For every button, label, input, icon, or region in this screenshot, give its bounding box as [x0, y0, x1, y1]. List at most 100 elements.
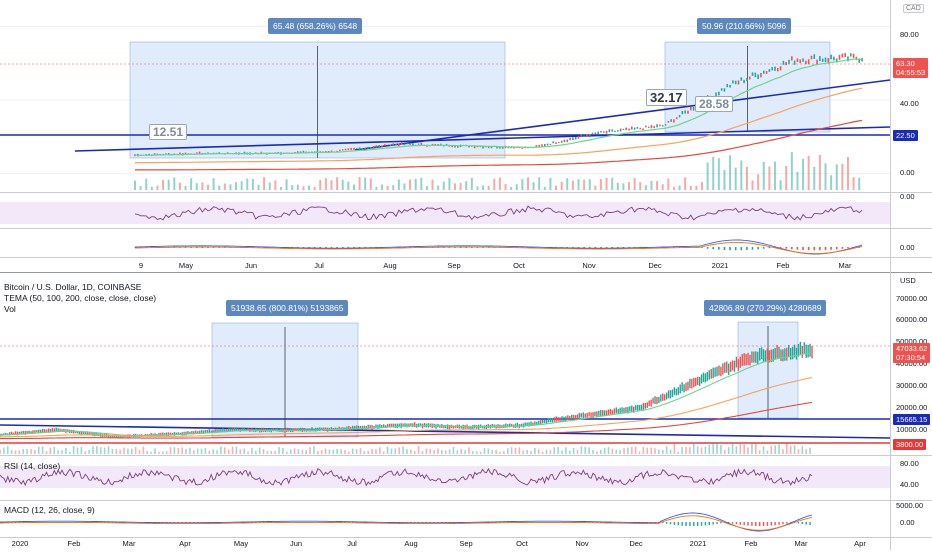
bottom-candle [625, 407, 627, 414]
bottom-time-axis-label: Mar [123, 539, 136, 548]
bottom-candle [551, 418, 554, 423]
bottom-macd-histogram-bar [677, 522, 679, 526]
top-candle [757, 74, 759, 79]
top-volume-bar [852, 177, 855, 190]
top-volume-bar [184, 185, 187, 190]
bottom-volume-bar [696, 446, 699, 454]
bottom-volume-bar [92, 446, 94, 454]
bottom-candle [311, 427, 313, 432]
bottom-candle [600, 409, 602, 417]
bottom-candle [507, 424, 509, 428]
bottom-countdown: 07:30:54 [896, 353, 926, 362]
top-candle [602, 131, 605, 133]
top-candle [852, 53, 855, 58]
bottom-candle [712, 367, 714, 379]
top-candle [254, 152, 257, 154]
top-candle [588, 134, 591, 138]
bottom-volume-bar [150, 451, 152, 454]
top-macd-histogram-bar [706, 247, 709, 249]
bottom-candle [733, 360, 736, 372]
bottom-macd-histogram-bar [681, 522, 683, 526]
bottom-tema-line [0, 401, 813, 440]
bottom-volume-bar [619, 450, 621, 454]
bottom-volume-bar [549, 450, 552, 454]
bottom-candle [84, 432, 86, 435]
bottom-candle [200, 430, 203, 434]
bottom-candle [423, 422, 426, 428]
bottom-volume-bar [355, 449, 358, 454]
price-note-3[interactable]: 28.58 [695, 96, 734, 112]
top-macd-histogram-bar [785, 247, 788, 249]
bottom-volume-bar [441, 450, 443, 454]
top-macd-histogram-bar [813, 247, 816, 251]
top-rsi-line [134, 205, 863, 221]
top-volume-bar [672, 186, 675, 190]
bottom-candle [700, 374, 703, 384]
top-candle [636, 126, 639, 129]
bottom-time-axis-label: Dec [629, 539, 643, 548]
bottom-candle [687, 381, 689, 391]
top-candle [364, 147, 366, 149]
bottom-macd-histogram-bar [774, 522, 776, 526]
bottom-candle [375, 424, 377, 429]
top-volume-bar [599, 179, 602, 190]
bottom-candle [656, 396, 658, 405]
bottom-candle [41, 428, 44, 433]
bottom-macd-histogram-bar [712, 522, 714, 525]
bottom-volume-bar [251, 447, 253, 454]
top-candle [398, 143, 400, 147]
bottom-candle [32, 430, 34, 435]
top-candle [361, 148, 364, 150]
bottom-candle [208, 429, 210, 434]
top-candle [597, 131, 599, 135]
bottom-candle [724, 362, 726, 374]
bottom-candle [121, 435, 123, 438]
price-note-1[interactable]: 12.51 [149, 124, 188, 140]
bottom-candle [605, 410, 608, 416]
top-volume-bar [347, 181, 350, 190]
bottom-volume-bar [739, 444, 742, 454]
bottom-indicator-label: TEMA (50, 100, 200, close, close, close) [4, 293, 157, 303]
currency-button[interactable]: CAD [903, 4, 924, 13]
bottom-volume-bar [599, 449, 602, 454]
bottom-candle [383, 424, 385, 428]
price-note-2[interactable]: 32.17 [646, 89, 687, 106]
bottom-candle [799, 341, 802, 356]
top-macd-histogram-bar [139, 247, 142, 248]
bottom-candle [675, 388, 678, 396]
bottom-macd-histogram-bar [355, 522, 358, 523]
bottom-candle [443, 424, 445, 429]
bottom-candle [559, 417, 561, 422]
top-volume-bar [858, 177, 861, 190]
bottom-candle [545, 419, 548, 424]
top-macd-histogram-bar [313, 247, 316, 248]
top-volume-bar [661, 184, 664, 190]
top-time-axis-label: 9 [139, 261, 143, 270]
bottom-volume-bar [789, 445, 792, 454]
bottom-volume-bar [76, 447, 79, 454]
bottom-candle [53, 428, 55, 433]
bottom-volume-bar [282, 447, 284, 454]
bottom-candle [36, 430, 38, 433]
bottom-volume-bar [243, 448, 245, 454]
bottom-volume-bar [57, 450, 59, 454]
bottom-volume-bar [313, 446, 315, 454]
top-macd-histogram-bar [583, 247, 585, 248]
bottom-macd-histogram-bar [801, 522, 804, 525]
top-macd-histogram-bar [336, 247, 338, 248]
bottom-volume-bar [344, 450, 346, 454]
top-volume-bar [611, 177, 614, 190]
bottom-volume-bar [475, 451, 478, 454]
bottom-candle [357, 425, 360, 430]
top-candle [614, 130, 616, 133]
top-volume-bar [476, 186, 479, 190]
top-volume-bar [841, 163, 844, 190]
bottom-candle [352, 425, 354, 431]
top-macd-histogram-bar [409, 247, 411, 248]
bottom-candle [706, 371, 709, 381]
bottom-price-series [0, 341, 813, 440]
bottom-time-axis-label: Feb [745, 539, 758, 548]
top-candle [179, 152, 181, 155]
bottom-volume-bar [735, 446, 738, 454]
top-candle [799, 59, 802, 64]
